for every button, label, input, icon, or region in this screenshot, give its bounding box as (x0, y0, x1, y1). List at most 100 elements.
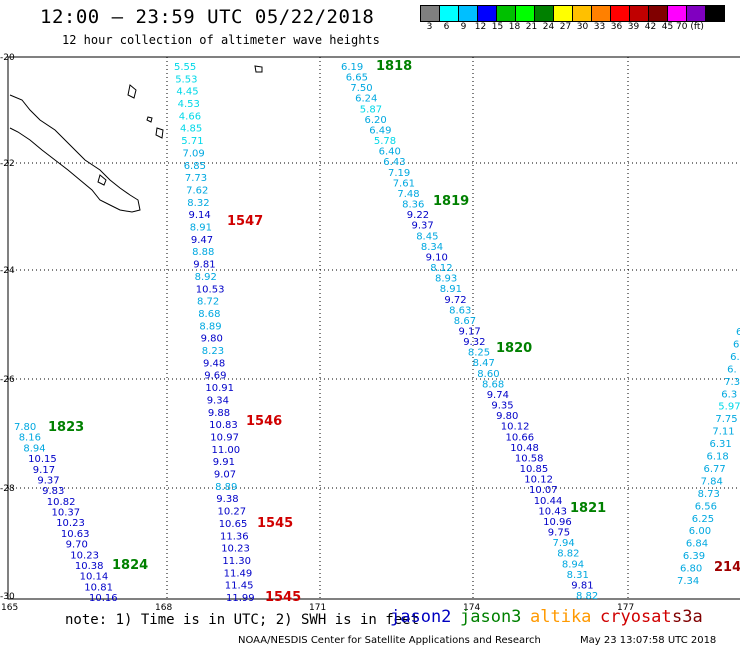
wave-height-value: 8.23 (202, 346, 224, 357)
wave-height-value: 8.68 (482, 379, 504, 390)
wave-height-value: 7.73 (185, 173, 207, 184)
wave-height-value: 6.3 (721, 389, 737, 400)
wave-height-value: 8.89 (215, 482, 237, 493)
wave-height-value: 6.24 (355, 94, 377, 105)
pass-label: 1824 (112, 558, 148, 573)
wave-height-value: 6.56 (695, 501, 717, 512)
wave-height-value: 8.32 (187, 198, 209, 209)
wave-height-value: 6.25 (692, 514, 714, 525)
wave-height-value: 6.00 (689, 526, 711, 537)
wave-height-value: 6.31 (710, 439, 732, 450)
wave-height-value: 7.50 (350, 83, 372, 94)
wave-height-value: 6.85 (184, 161, 206, 172)
lon-tick: 168 (155, 603, 172, 613)
wave-height-value: 6.20 (365, 115, 387, 126)
wave-height-value: 9.38 (216, 494, 238, 505)
wave-height-value: 10.82 (47, 497, 76, 508)
lat-ticks: -20 -22 -24 -26 -28 -30 (0, 53, 15, 602)
wave-height-value: 9.91 (213, 457, 235, 468)
color-scale-label: 30 (576, 22, 589, 32)
color-scale-label: 24 (542, 22, 555, 32)
wave-height-value: 10.85 (520, 464, 549, 475)
wave-height-value: 8.45 (416, 231, 438, 242)
wave-height-value: 9.34 (207, 395, 229, 406)
wave-height-value: 6.40 (379, 147, 401, 158)
page-subtitle: 12 hour collection of altimeter wave hei… (62, 33, 380, 47)
color-scale-label: 42 (644, 22, 657, 32)
wave-height-value: 10.23 (70, 550, 99, 561)
wave-height-value: 6.80 (680, 564, 702, 575)
map-frame (7, 56, 740, 600)
pass-label: 1547 (227, 214, 263, 229)
wave-height-value: 6.43 (383, 157, 405, 168)
altimeter-tracks: 5.555.53 4.454.534.66 4.855.717.09 6.857.73… (14, 62, 740, 604)
pass-label: 1545 (257, 516, 293, 531)
wave-height-value: 5.97 (718, 402, 740, 413)
wave-height-value: 10.97 (210, 433, 239, 444)
wave-height-value: 10.27 (218, 507, 247, 518)
wave-height-value: 11.30 (222, 556, 251, 567)
wave-height-value: 5.87 (360, 104, 382, 115)
wave-height-value: 10.23 (221, 544, 250, 555)
color-scale-label: 6 (443, 22, 450, 32)
wave-height-value: 6.49 (369, 126, 391, 137)
wave-height-value: 6.39 (683, 551, 705, 562)
wave-height-value: 10.91 (205, 383, 234, 394)
satellite-legend-item: altika (530, 607, 592, 627)
pass-label: 1546 (246, 414, 282, 429)
wave-height-value: 8.89 (199, 321, 221, 332)
wave-height-value: 9.07 (214, 470, 236, 481)
wave-height-value: 8.94 (23, 443, 45, 454)
wave-height-value: 9.81 (193, 260, 215, 271)
wave-height-value: 10.38 (75, 561, 104, 572)
satellite-legend-item: jason2 (390, 607, 452, 627)
wave-height-value: 11.00 (212, 445, 241, 456)
wave-height-value: 6. (733, 339, 740, 350)
wave-height-value: 10.58 (515, 454, 544, 465)
lat-tick: -24 (0, 266, 15, 276)
wave-height-value: 9.22 (407, 210, 429, 221)
color-scale-label: 3 (426, 22, 433, 32)
lat-tick: -26 (0, 375, 15, 385)
wave-height-value: 10.83 (209, 420, 238, 431)
color-scale-label: 9 (460, 22, 467, 32)
wave-height-value: 7.94 (553, 538, 575, 549)
lon-tick: 171 (309, 603, 326, 613)
wave-height-value: 10.66 (506, 432, 535, 443)
color-scale-label: 27 (559, 22, 572, 32)
wave-height-value: 10.37 (52, 508, 81, 519)
wave-height-value: 4.85 (180, 124, 202, 135)
wave-height-value: 9.47 (191, 235, 213, 246)
wave-height-value: 8.82 (576, 591, 598, 602)
pass-labels: 1818 1819 1820 1821 1823 1824 1547 1546 1545 1545… (48, 59, 740, 605)
wave-height-value: 4.53 (178, 99, 200, 110)
wave-height-value: 10.96 (543, 517, 572, 528)
lat-tick: -30 (0, 592, 15, 602)
wave-height-value: 8.47 (473, 358, 495, 369)
lon-ticks: 165 168 171 174 177 (1, 603, 634, 613)
lat-tick: -20 (0, 53, 15, 63)
wave-height-value: 7.80 (14, 422, 36, 433)
color-scale-label: 15 (491, 22, 504, 32)
wave-height-value: 7.3 (724, 377, 740, 388)
wave-height-value: 8.63 (449, 305, 471, 316)
wave-height-value: 10.53 (196, 284, 225, 295)
wave-height-value: 5.71 (181, 136, 203, 147)
wave-height-value: 7.34 (677, 576, 699, 587)
pass-label: 1545 (265, 590, 301, 605)
wave-height-value: 10.23 (56, 518, 85, 529)
wave-height-value: 9.74 (487, 390, 509, 401)
wave-height-value: 6.18 (707, 452, 729, 463)
wave-height-value: 4.45 (176, 87, 198, 98)
wave-height-value: 8.67 (454, 316, 476, 327)
wave-height-value: 6.84 (686, 539, 708, 550)
color-scale-labels: 3 6 9 12 15 18 21 24 27 30 33 36 39 42 45 70 (ft) (421, 22, 710, 32)
satellite-legend-item: s3a (672, 607, 703, 627)
wave-height-value: 9.37 (37, 475, 59, 486)
wave-height-value: 8.34 (421, 242, 443, 253)
color-scale-label: 45 (661, 22, 674, 32)
wave-height-value: 10.12 (524, 475, 553, 486)
lat-tick: -28 (0, 484, 15, 494)
wave-height-value: 9.10 (426, 252, 448, 263)
